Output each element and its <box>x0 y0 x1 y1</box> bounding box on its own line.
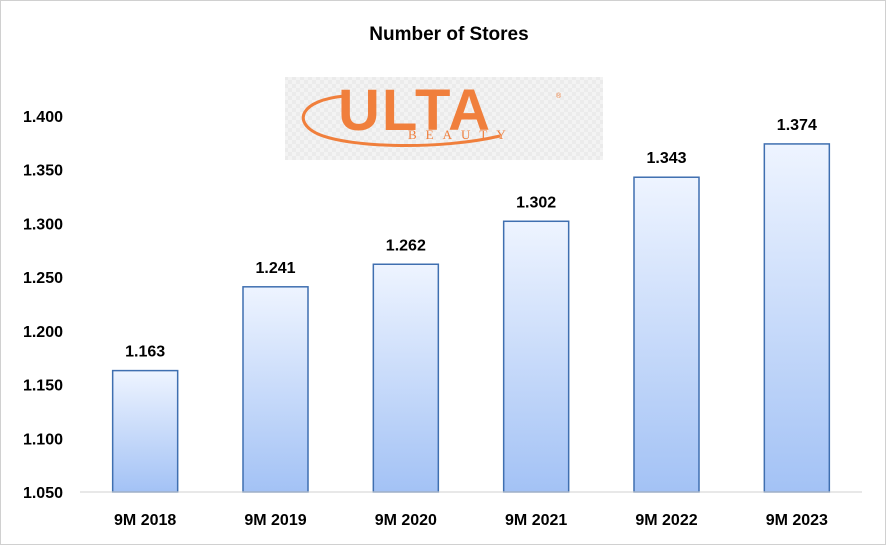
x-tick-label: 9M 2021 <box>505 512 567 529</box>
logo-wordmark: ULTA <box>338 78 492 143</box>
logo-subtitle: BEAUTY <box>408 127 515 142</box>
y-tick-label: 1.400 <box>23 109 63 126</box>
data-label: 1.241 <box>255 260 295 277</box>
logo-background <box>285 77 603 160</box>
chart-title: Number of Stores <box>369 24 528 45</box>
x-tick-label: 9M 2019 <box>244 512 306 529</box>
bar <box>372 263 440 493</box>
bar <box>111 369 179 493</box>
x-axis: 9M 2018 9M 2019 9M 2020 9M 2021 9M 2022 9M 20… <box>114 512 828 529</box>
y-tick-label: 1.300 <box>23 216 63 233</box>
bar <box>242 286 309 493</box>
bar <box>502 220 570 493</box>
data-labels: 1.163 1.241 1.262 1.302 1.343 1.374 <box>125 117 817 361</box>
data-label: 1.343 <box>646 150 686 167</box>
bar <box>633 176 700 493</box>
logo-swoosh <box>301 94 501 147</box>
bars <box>111 143 831 493</box>
x-tick-label: 9M 2020 <box>375 512 437 529</box>
y-tick-label: 1.150 <box>23 378 63 395</box>
y-tick-label: 1.350 <box>23 163 63 180</box>
ulta-beauty-logo: ULTA BEAUTY ® <box>285 77 603 160</box>
data-label: 1.302 <box>516 194 556 211</box>
data-label: 1.163 <box>125 344 165 361</box>
x-tick-label: 9M 2018 <box>114 512 176 529</box>
y-tick-label: 1.100 <box>23 431 63 448</box>
y-tick-label: 1.050 <box>23 485 63 502</box>
y-axis: 1.050 1.100 1.150 1.200 1.250 1.300 1.350 1.400 <box>23 109 63 502</box>
bar <box>763 143 831 493</box>
y-tick-label: 1.250 <box>23 270 63 287</box>
data-label: 1.262 <box>386 237 426 254</box>
logo-registered-mark: ® <box>556 92 562 100</box>
y-tick-label: 1.200 <box>23 324 63 341</box>
x-tick-label: 9M 2022 <box>635 512 697 529</box>
data-label: 1.374 <box>777 117 817 134</box>
x-tick-label: 9M 2023 <box>766 512 828 529</box>
